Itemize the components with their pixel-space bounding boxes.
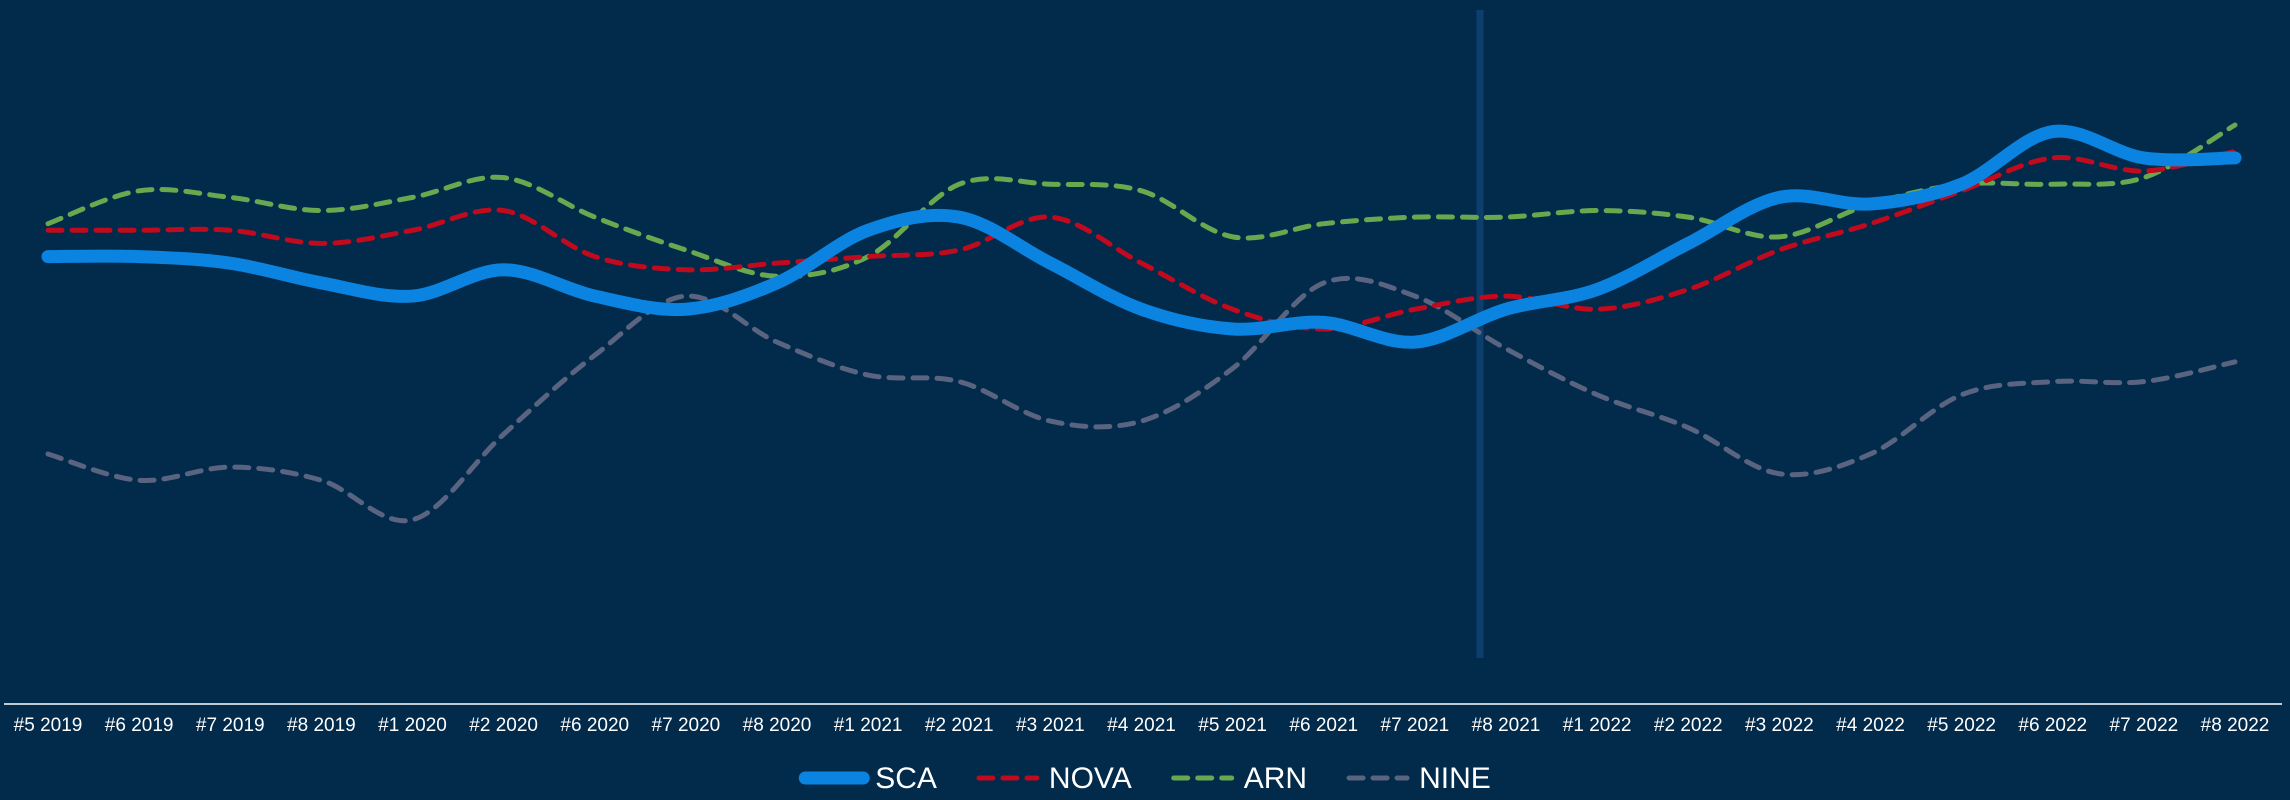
x-tick-label: #6 2020 xyxy=(560,715,629,736)
series-line xyxy=(41,124,2242,349)
x-tick-label: #6 2022 xyxy=(2018,715,2087,736)
x-tick-label: #3 2022 xyxy=(1745,715,1814,736)
legend-label: NOVA xyxy=(1049,762,1132,795)
x-tick-label: #4 2022 xyxy=(1836,715,1905,736)
legend-label: SCA xyxy=(875,762,937,795)
x-tick-label: #6 2021 xyxy=(1289,715,1358,736)
x-tick-label: #1 2021 xyxy=(834,715,903,736)
series-line xyxy=(45,148,2238,332)
x-tick-label: #5 2019 xyxy=(14,715,83,736)
legend-label: ARN xyxy=(1244,762,1307,795)
x-tick-label: #1 2020 xyxy=(378,715,447,736)
x-tick-label: #5 2022 xyxy=(1927,715,1996,736)
x-tick-label: #5 2021 xyxy=(1198,715,1267,736)
x-tick-label: #8 2021 xyxy=(1472,715,1541,736)
x-tick-label: #1 2022 xyxy=(1563,715,1632,736)
x-tick-label: #8 2019 xyxy=(287,715,356,736)
series-line xyxy=(45,275,2238,524)
x-tick-label: #2 2021 xyxy=(925,715,994,736)
x-tick-label: #8 2022 xyxy=(2201,715,2270,736)
x-tick-label: #6 2019 xyxy=(105,715,174,736)
x-tick-label: #7 2019 xyxy=(196,715,265,736)
x-tick-label: #4 2021 xyxy=(1107,715,1176,736)
legend-label: NINE xyxy=(1419,762,1491,795)
x-tick-label: #8 2020 xyxy=(743,715,812,736)
x-tick-label: #3 2021 xyxy=(1016,715,1085,736)
x-tick-label: #7 2020 xyxy=(652,715,721,736)
x-tick-label: #2 2020 xyxy=(469,715,538,736)
x-tick-label: #7 2021 xyxy=(1381,715,1450,736)
x-tick-label: #7 2022 xyxy=(2110,715,2179,736)
x-tick-label: #2 2022 xyxy=(1654,715,1723,736)
